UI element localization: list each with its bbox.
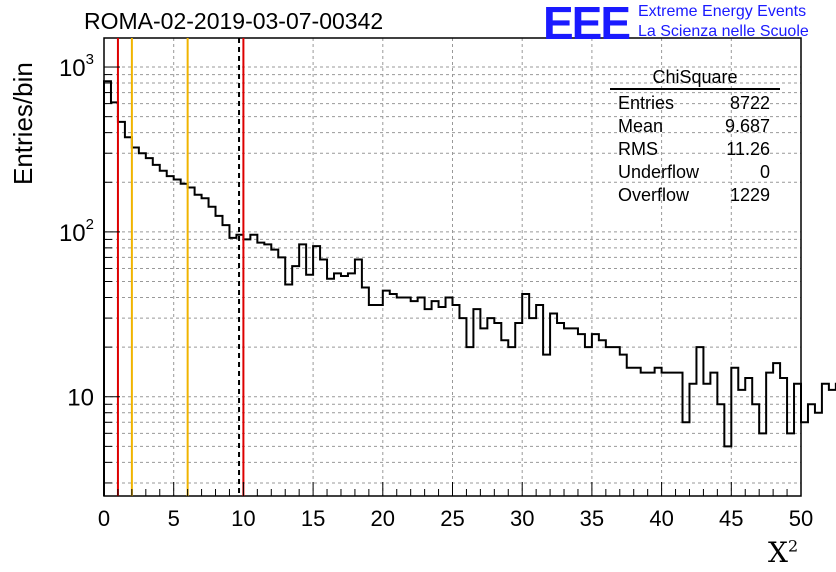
stats-value: 8722 <box>729 93 770 113</box>
x-axis-label: X2 <box>768 536 798 569</box>
stats-label: Mean <box>618 116 664 136</box>
stats-row-underflow: Underflow 0 <box>610 161 780 184</box>
y-tick-label: 10 <box>67 385 94 412</box>
logo-line-2: La Scienza nelle Scuole <box>638 23 809 40</box>
x-tick-label: 45 <box>719 506 743 531</box>
stats-value: 1229 <box>729 185 770 205</box>
x-tick-label: 5 <box>168 506 180 531</box>
eee-logo-mark: EEE <box>543 0 631 49</box>
stats-value: 9.687 <box>724 116 770 136</box>
x-tick-label: 10 <box>231 506 255 531</box>
stats-label: RMS <box>618 139 658 159</box>
x-tick-label: 30 <box>510 506 534 531</box>
stats-title: ChiSquare <box>610 66 780 90</box>
stats-label: Underflow <box>618 162 700 182</box>
x-tick-label: 20 <box>371 506 395 531</box>
x-tick-label: 50 <box>789 506 813 531</box>
y-axis-label: Entries/bin <box>8 62 38 185</box>
x-tick-label: 15 <box>301 506 325 531</box>
logo-text: Extreme Energy Events La Scienza nelle S… <box>638 2 809 42</box>
stats-row-mean: Mean 9.687 <box>610 115 780 138</box>
x-axis-label-exponent: 2 <box>787 536 799 556</box>
logo-line-1: Extreme Energy Events <box>638 3 807 20</box>
x-tick-label: 40 <box>649 506 673 531</box>
x-tick-label: 0 <box>98 506 110 531</box>
stats-value: 0 <box>759 162 770 182</box>
y-tick-label: 103 <box>59 51 94 82</box>
histogram-series <box>103 80 836 496</box>
stats-row-entries: Entries 8722 <box>610 92 780 115</box>
x-axis-label-base: X <box>768 536 788 569</box>
x-tick-label: 35 <box>580 506 604 531</box>
stats-label: Entries <box>618 93 675 113</box>
chart-title: ROMA-02-2019-03-07-00342 <box>84 8 384 34</box>
stats-label: Overflow <box>618 185 690 205</box>
stats-value: 11.26 <box>726 139 770 159</box>
x-tick-label: 25 <box>440 506 464 531</box>
stats-row-overflow: Overflow 1229 <box>610 184 780 207</box>
stats-row-rms: RMS 11.26 <box>610 138 780 161</box>
stats-box: ChiSquare Entries 8722 Mean 9.687 RMS 11.26… <box>610 66 780 207</box>
y-tick-label: 102 <box>59 216 94 247</box>
